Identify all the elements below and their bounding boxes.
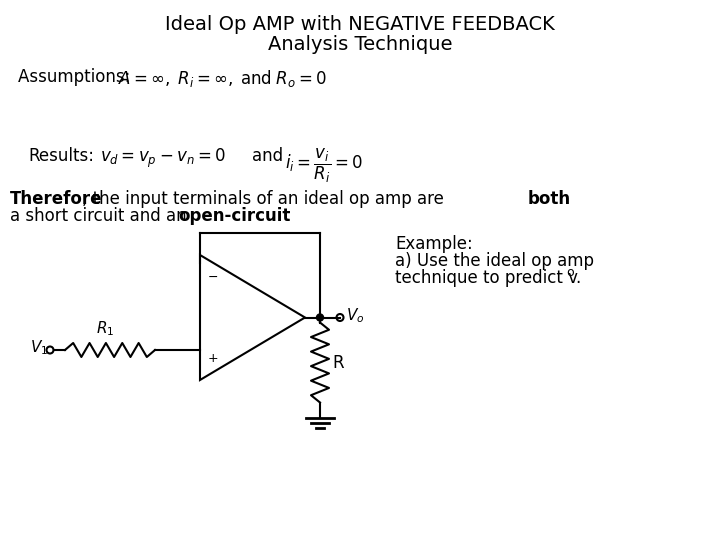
- Text: $R_1$: $R_1$: [96, 319, 114, 338]
- Text: .: .: [575, 269, 580, 287]
- Text: Assumptions:: Assumptions:: [18, 68, 141, 86]
- Text: Therefore: Therefore: [10, 190, 102, 208]
- Circle shape: [317, 314, 323, 321]
- Text: $-$: $-$: [207, 270, 218, 283]
- Text: both: both: [528, 190, 571, 208]
- Text: technique to predict v: technique to predict v: [395, 269, 578, 287]
- Text: Ideal Op AMP with NEGATIVE FEEDBACK: Ideal Op AMP with NEGATIVE FEEDBACK: [165, 15, 555, 34]
- Text: R: R: [332, 354, 343, 372]
- Text: $V_1$: $V_1$: [30, 339, 48, 357]
- Text: o: o: [566, 266, 574, 279]
- Text: $i_i = \dfrac{v_i}{R_i} = 0$: $i_i = \dfrac{v_i}{R_i} = 0$: [285, 147, 363, 185]
- Text: , the input terminals of an ideal op amp are: , the input terminals of an ideal op amp…: [82, 190, 449, 208]
- Text: a) Use the ideal op amp: a) Use the ideal op amp: [395, 252, 594, 270]
- Text: a short circuit and an: a short circuit and an: [10, 207, 192, 225]
- Text: $v_d = v_p - v_n = 0$: $v_d = v_p - v_n = 0$: [100, 147, 226, 170]
- Text: Analysis Technique: Analysis Technique: [268, 35, 452, 54]
- Text: $A = \infty,\; R_i = \infty,\;\mathrm{and}\; R_o = 0$: $A = \infty,\; R_i = \infty,\;\mathrm{an…: [118, 68, 327, 89]
- Text: Example:: Example:: [395, 235, 473, 253]
- Text: $+$: $+$: [207, 352, 218, 365]
- Text: Results:: Results:: [28, 147, 94, 165]
- Text: open-circuit: open-circuit: [178, 207, 290, 225]
- Text: $V_o$: $V_o$: [346, 306, 364, 325]
- Text: .: .: [284, 207, 289, 225]
- Text: and: and: [252, 147, 283, 165]
